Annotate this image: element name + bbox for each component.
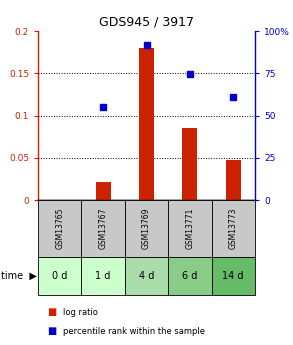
FancyBboxPatch shape <box>125 200 168 257</box>
Text: 6 d: 6 d <box>182 271 197 281</box>
Bar <box>139 48 154 200</box>
Title: GDS945 / 3917: GDS945 / 3917 <box>99 16 194 29</box>
FancyBboxPatch shape <box>125 257 168 295</box>
FancyBboxPatch shape <box>168 200 212 257</box>
Bar <box>226 159 241 200</box>
Text: GSM13773: GSM13773 <box>229 208 238 249</box>
Text: 14 d: 14 d <box>222 271 244 281</box>
FancyBboxPatch shape <box>38 257 81 295</box>
Text: 1 d: 1 d <box>96 271 111 281</box>
Text: ■: ■ <box>47 307 56 317</box>
Text: log ratio: log ratio <box>63 308 98 317</box>
Text: 4 d: 4 d <box>139 271 154 281</box>
FancyBboxPatch shape <box>212 200 255 257</box>
Bar <box>96 181 111 200</box>
Text: GSM13769: GSM13769 <box>142 208 151 249</box>
FancyBboxPatch shape <box>81 257 125 295</box>
Text: GSM13767: GSM13767 <box>99 208 108 249</box>
Text: 0 d: 0 d <box>52 271 67 281</box>
FancyBboxPatch shape <box>38 200 81 257</box>
FancyBboxPatch shape <box>212 257 255 295</box>
Text: ■: ■ <box>47 326 56 336</box>
FancyBboxPatch shape <box>81 200 125 257</box>
Text: time  ▶: time ▶ <box>1 271 37 281</box>
Text: GSM13765: GSM13765 <box>55 208 64 249</box>
Bar <box>182 128 197 200</box>
Text: percentile rank within the sample: percentile rank within the sample <box>63 327 205 336</box>
Text: GSM13771: GSM13771 <box>185 208 194 249</box>
FancyBboxPatch shape <box>168 257 212 295</box>
